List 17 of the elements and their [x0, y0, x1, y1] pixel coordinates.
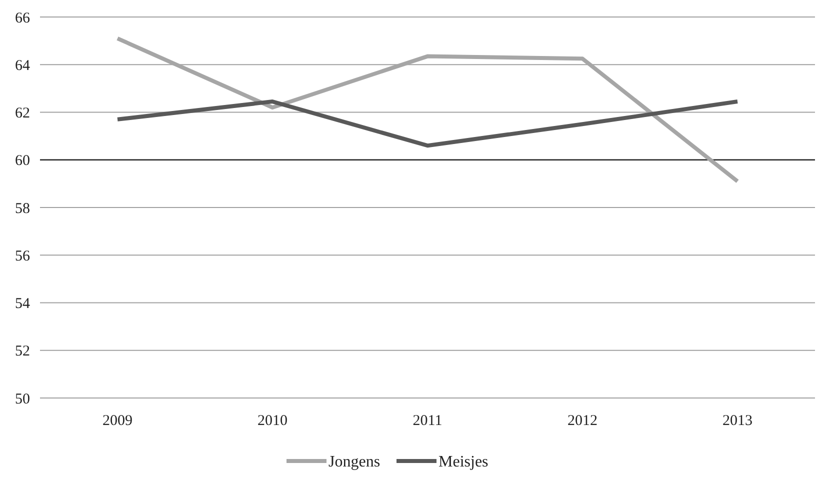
y-tick-label: 62 [15, 106, 30, 122]
y-tick-label: 56 [15, 248, 30, 264]
y-tick-label: 54 [15, 296, 30, 312]
legend-label: Meisjes [438, 454, 488, 471]
x-tick-label: 2009 [102, 413, 132, 429]
x-tick-label: 2013 [722, 413, 752, 429]
y-tick-label: 52 [15, 344, 30, 360]
x-tick-label: 2010 [258, 413, 288, 429]
line-series [116, 100, 740, 148]
y-tick-label: 60 [15, 153, 30, 170]
y-tick-label: 66 [15, 10, 30, 26]
y-tick-label: 64 [15, 58, 30, 74]
legend-label: Jongens [328, 454, 380, 471]
y-tick-label: 58 [15, 200, 30, 217]
x-tick-label: 2012 [568, 413, 598, 429]
x-tick-label: 2011 [412, 413, 442, 429]
y-tick-label: 50 [15, 391, 30, 408]
